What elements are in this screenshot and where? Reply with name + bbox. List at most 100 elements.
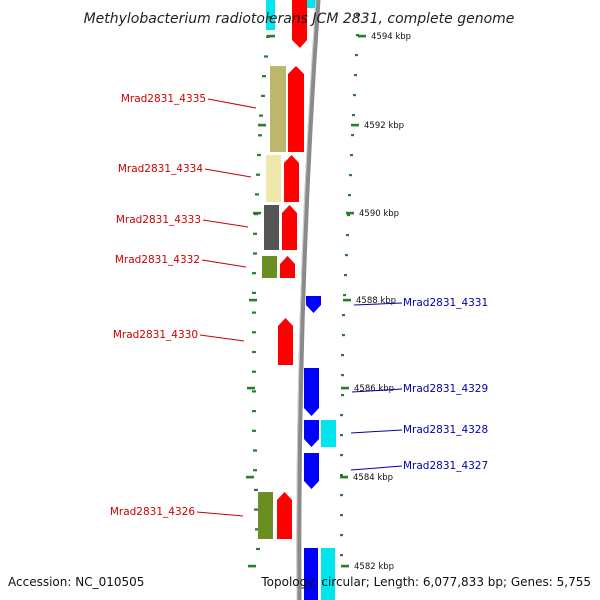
gene-label[interactable]: Mrad2831_4330	[113, 329, 198, 341]
label-connector	[353, 302, 403, 306]
tick-label: 4592 kbp	[364, 121, 404, 131]
minor-tick	[256, 173, 260, 176]
major-tick-inner	[246, 475, 254, 479]
cog-block[interactable]	[321, 420, 336, 447]
major-tick-inner	[248, 564, 256, 568]
major-tick	[358, 34, 366, 38]
major-tick-inner	[247, 386, 255, 390]
major-tick-inner	[253, 211, 261, 215]
gene-label[interactable]: Mrad2831_4327	[403, 460, 488, 472]
minor-tick	[344, 274, 347, 277]
minor-tick	[340, 494, 343, 497]
tick-label: 4590 kbp	[359, 209, 399, 219]
minor-tick	[342, 334, 345, 337]
minor-tick	[354, 74, 357, 77]
cds-arrow[interactable]	[288, 66, 304, 152]
minor-tick	[254, 488, 258, 491]
partial-cog-fragment	[321, 548, 335, 600]
minor-tick	[253, 449, 257, 452]
cds-arrow[interactable]	[306, 296, 321, 313]
cog-block[interactable]	[264, 205, 279, 250]
minor-tick	[262, 75, 266, 78]
gene-label[interactable]: Mrad2831_4331	[403, 297, 488, 309]
minor-tick	[349, 174, 352, 177]
minor-tick	[252, 429, 256, 432]
minor-tick	[350, 154, 353, 157]
major-tick	[341, 386, 349, 390]
partial-cds-fragment	[292, 0, 307, 48]
gene-label[interactable]: Mrad2831_4332	[115, 254, 200, 266]
cds-arrow[interactable]	[304, 420, 319, 447]
cds-arrow[interactable]	[284, 155, 299, 202]
gene-label[interactable]: Mrad2831_4335	[121, 93, 206, 105]
label-connector	[201, 259, 247, 268]
minor-tick	[353, 94, 356, 97]
tick-label: 4582 kbp	[354, 562, 394, 572]
major-tick	[343, 298, 351, 302]
cog-block[interactable]	[270, 66, 286, 152]
minor-tick	[340, 514, 343, 517]
minor-tick	[340, 534, 343, 537]
minor-tick	[268, 16, 272, 19]
minor-tick	[352, 114, 355, 117]
major-tick	[341, 564, 349, 568]
minor-tick	[252, 272, 256, 275]
minor-tick	[351, 134, 354, 137]
genome-map-graphics	[266, 0, 335, 600]
minor-tick	[343, 294, 346, 297]
cog-block[interactable]	[258, 492, 273, 539]
cds-arrow[interactable]	[277, 492, 292, 539]
major-tick	[351, 123, 359, 127]
gene-label[interactable]: Mrad2831_4329	[403, 383, 488, 395]
tick-label: 4594 kbp	[371, 32, 411, 42]
topology-text: Topology: circular; Length: 6,077,833 bp…	[260, 575, 591, 589]
minor-tick	[252, 291, 256, 294]
minor-tick	[341, 374, 344, 377]
major-tick-inner	[258, 123, 266, 127]
minor-tick	[261, 94, 265, 97]
label-connector	[207, 98, 257, 109]
minor-tick	[341, 354, 344, 357]
cds-arrow[interactable]	[304, 368, 319, 416]
minor-tick	[258, 134, 262, 137]
cog-block[interactable]	[266, 155, 281, 202]
tick-label: 4586 kbp	[354, 384, 394, 394]
cds-arrow[interactable]	[280, 256, 295, 278]
gene-label[interactable]: Mrad2831_4328	[403, 424, 488, 436]
major-tick	[340, 475, 348, 479]
minor-tick	[256, 547, 260, 551]
minor-tick	[257, 153, 261, 157]
minor-tick	[253, 252, 257, 255]
label-connector	[350, 429, 403, 434]
gene-features	[258, 66, 336, 539]
minor-tick	[252, 410, 256, 413]
gene-label[interactable]: Mrad2831_4333	[116, 214, 201, 226]
label-connector	[202, 219, 249, 228]
tick-label: 4584 kbp	[353, 473, 393, 483]
minor-tick	[264, 55, 268, 58]
cds-arrow[interactable]	[304, 453, 319, 489]
genome-backbone-highlight	[296, 0, 317, 600]
label-connector	[196, 511, 244, 517]
minor-tick	[340, 554, 343, 557]
minor-tick	[355, 54, 358, 57]
minor-tick	[252, 311, 256, 314]
minor-tick	[255, 528, 259, 531]
minor-tick	[340, 414, 343, 417]
cds-arrow[interactable]	[278, 318, 293, 365]
major-tick	[346, 211, 354, 215]
cog-block[interactable]	[262, 256, 277, 278]
partial-cds-fragment	[304, 548, 318, 600]
minor-tick	[252, 370, 256, 373]
minor-tick	[356, 14, 359, 17]
minor-tick	[252, 350, 256, 354]
gene-label[interactable]: Mrad2831_4334	[118, 163, 203, 175]
gene-label[interactable]: Mrad2831_4326	[110, 506, 195, 518]
minor-tick	[255, 193, 259, 196]
partial-cog-fragment	[266, 0, 275, 30]
genome-backbone	[296, 0, 321, 600]
minor-tick	[341, 394, 344, 397]
minor-tick	[259, 114, 263, 117]
cds-arrow[interactable]	[282, 205, 297, 250]
